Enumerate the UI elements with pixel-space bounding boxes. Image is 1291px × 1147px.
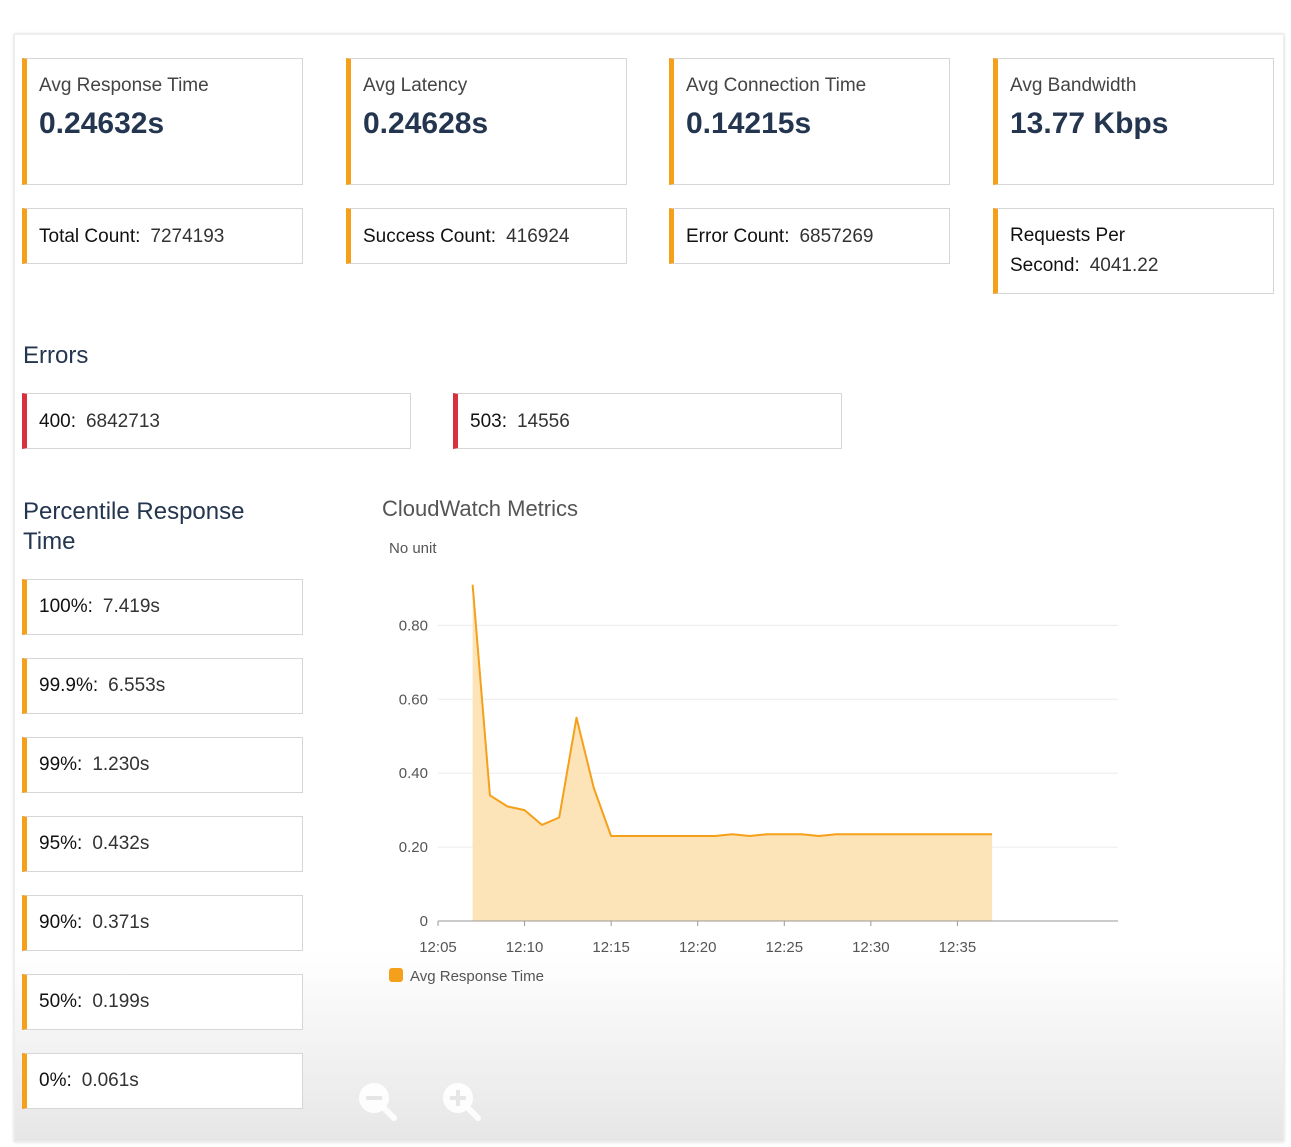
x-tick-label: 12:20 <box>679 939 717 956</box>
percentile-label: 99.9%: <box>39 675 99 696</box>
chart-y-ticks: 0 0.20 0.40 0.60 0.80 <box>399 617 428 930</box>
count-label: Total Count: <box>39 226 141 247</box>
error-value: 14556 <box>516 411 570 432</box>
error-400-card: 400: 6842713 <box>22 393 411 449</box>
percentile-card-0: 0%: 0.061s <box>22 1053 303 1109</box>
x-tick-label: 12:05 <box>419 939 457 956</box>
errors-heading: Errors <box>23 342 89 369</box>
metric-card-avg-bandwidth: Avg Bandwidth 13.77 Kbps <box>993 58 1274 185</box>
success-count-card: Success Count: 416924 <box>346 208 627 264</box>
x-tick-label: 12:10 <box>506 939 544 956</box>
metric-card-avg-latency: Avg Latency 0.24628s <box>346 58 627 185</box>
x-tick-label: 12:25 <box>766 939 804 956</box>
error-count-card: Error Count: 6857269 <box>669 208 950 264</box>
count-value: 7274193 <box>150 226 225 247</box>
metric-card-avg-response-time: Avg Response Time 0.24632s <box>22 58 303 185</box>
y-tick-label: 0.80 <box>399 617 428 634</box>
zoom-in-icon[interactable] <box>440 1080 482 1122</box>
chart-legend[interactable]: Avg Response Time <box>389 968 544 985</box>
chart-gridlines <box>438 624 1118 848</box>
percentile-value: 1.230s <box>92 754 150 775</box>
percentile-label: 0%: <box>39 1070 72 1091</box>
percentile-label: 50%: <box>39 991 83 1012</box>
metric-value: 0.24628s <box>363 107 489 140</box>
metric-value: 13.77 Kbps <box>1010 107 1169 140</box>
percentile-value: 0.371s <box>92 912 150 933</box>
cloudwatch-chart: No unit 0 0.20 0.40 0.60 0.80 12:05 12:10 12:1… <box>389 540 1118 985</box>
x-tick-label: 12:35 <box>939 939 977 956</box>
percentile-value: 0.061s <box>81 1070 139 1091</box>
percentile-label: 90%: <box>39 912 83 933</box>
metric-label: Avg Response Time <box>39 75 209 96</box>
error-code: 400: <box>39 411 76 432</box>
metric-label: Avg Latency <box>363 75 468 96</box>
y-tick-label: 0.20 <box>399 839 428 856</box>
rps-label-line2: Second: <box>1010 255 1080 276</box>
percentile-value: 0.432s <box>92 833 150 854</box>
requests-per-second-card: Requests Per Second: 4041.22 <box>993 208 1274 294</box>
metric-value: 0.24632s <box>39 107 165 140</box>
error-value: 6842713 <box>85 411 160 432</box>
count-label: Error Count: <box>686 226 790 247</box>
metric-label: Avg Bandwidth <box>1010 75 1137 96</box>
percentile-value: 0.199s <box>92 991 150 1012</box>
metric-card-avg-connection-time: Avg Connection Time 0.14215s <box>669 58 950 185</box>
error-code: 503: <box>470 411 507 432</box>
error-503-card: 503: 14556 <box>453 393 842 449</box>
y-tick-label: 0.40 <box>399 765 428 782</box>
percentile-card-50: 50%: 0.199s <box>22 974 303 1030</box>
chart-unit-label: No unit <box>389 540 437 557</box>
chart-line-avg-response-time <box>471 584 993 837</box>
zoom-out-icon[interactable] <box>356 1080 398 1122</box>
y-tick-label: 0 <box>420 913 428 930</box>
count-label: Success Count: <box>363 226 497 247</box>
percentile-label: 100%: <box>39 596 93 617</box>
percentile-card-90: 90%: 0.371s <box>22 895 303 951</box>
percentile-heading: Percentile Response Time <box>23 498 245 555</box>
percentile-value: 6.553s <box>108 675 166 696</box>
percentile-value: 7.419s <box>102 596 160 617</box>
rps-value: 4041.22 <box>1089 255 1159 276</box>
chart-title: CloudWatch Metrics <box>382 496 579 521</box>
percentile-card-95: 95%: 0.432s <box>22 816 303 872</box>
count-value: 6857269 <box>799 226 874 247</box>
percentile-card-100: 100%: 7.419s <box>22 579 303 635</box>
percentile-card-99-9: 99.9%: 6.553s <box>22 658 303 714</box>
rps-label-line1: Requests Per <box>1010 225 1126 246</box>
percentile-label: 99%: <box>39 754 83 775</box>
chart-area-avg-response-time <box>472 584 993 921</box>
y-tick-label: 0.60 <box>399 691 428 708</box>
x-tick-label: 12:30 <box>852 939 890 956</box>
percentile-card-99: 99%: 1.230s <box>22 737 303 793</box>
x-tick-label: 12:15 <box>592 939 630 956</box>
legend-swatch <box>389 968 403 982</box>
metric-value: 0.14215s <box>686 107 812 140</box>
metric-label: Avg Connection Time <box>686 75 867 96</box>
total-count-card: Total Count: 7274193 <box>22 208 303 264</box>
count-value: 416924 <box>506 226 570 247</box>
percentile-label: 95%: <box>39 833 83 854</box>
chart-x-ticks: 12:05 12:10 12:15 12:20 12:25 12:30 12:35 <box>419 921 976 956</box>
legend-label: Avg Response Time <box>410 968 544 985</box>
